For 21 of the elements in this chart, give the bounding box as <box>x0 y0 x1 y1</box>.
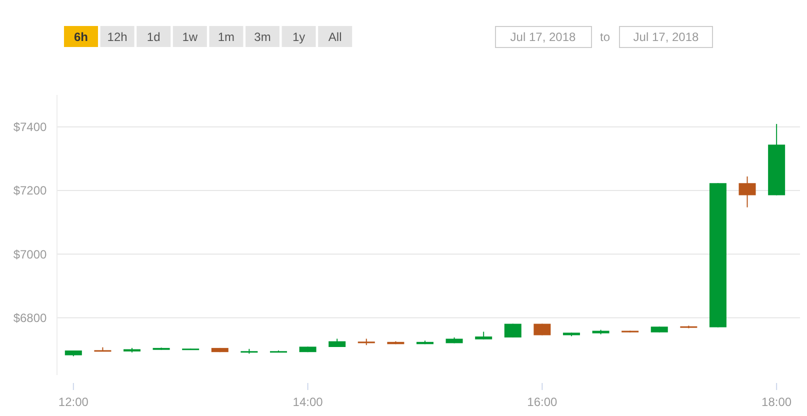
range-button: 1w <box>172 26 207 47</box>
range-button: 1m <box>209 26 244 47</box>
candlestick <box>504 323 522 338</box>
range-button: 1y <box>282 26 316 47</box>
text: to <box>600 30 610 44</box>
x-tick-label: 16:00 <box>527 395 558 410</box>
range-button: 1d <box>136 26 171 47</box>
end-date-field: Jul 17, 2018 <box>619 26 713 48</box>
x-tick-label: 18:00 <box>762 395 792 410</box>
y-tick-label: $7400 <box>13 120 48 134</box>
start-date-field: Jul 17, 2018 <box>495 26 592 48</box>
range-button: 12h <box>100 26 134 47</box>
range-button: 6h <box>64 26 98 47</box>
x-tick-label: 12:00 <box>58 395 89 410</box>
x-tick-label: 14:00 <box>292 395 324 410</box>
y-tick-label: $7200 <box>13 184 48 198</box>
range-button: All <box>318 26 352 47</box>
y-tick-label: $7000 <box>13 247 48 262</box>
y-tick-label: $6800 <box>13 310 48 325</box>
range-button: 3m <box>246 26 280 47</box>
candlestick <box>738 176 756 208</box>
